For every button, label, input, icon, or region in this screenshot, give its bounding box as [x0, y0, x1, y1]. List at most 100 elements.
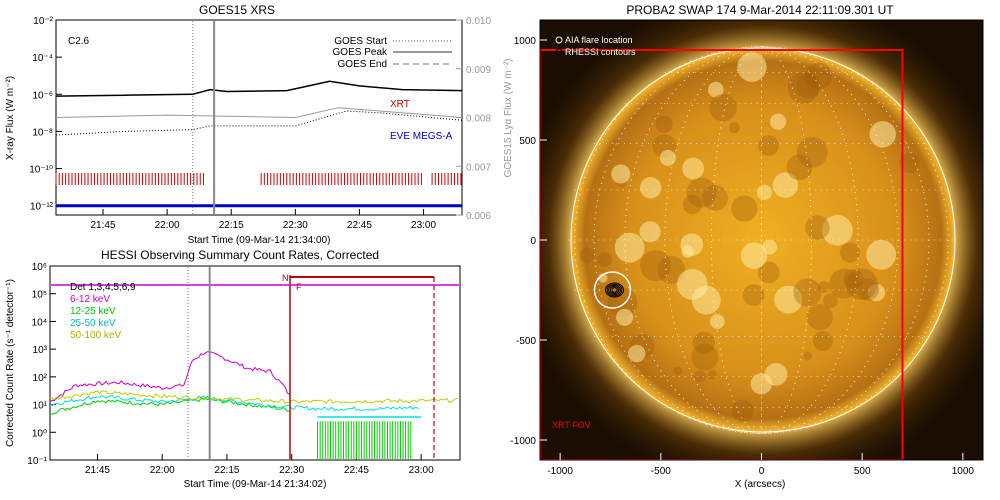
y-tick-label: 10⁰ — [32, 428, 47, 439]
texture-blob — [611, 164, 631, 184]
rhessi-contour — [608, 284, 621, 296]
aia-circle — [593, 271, 632, 309]
y-tick-label: 10⁻⁴ — [32, 53, 53, 64]
goes-title: GOES15 XRS — [199, 3, 275, 17]
texture-blob — [774, 285, 803, 314]
y-tick-label: 10⁻² — [33, 16, 53, 27]
flag-n: N — [282, 273, 289, 283]
texture-blob — [682, 194, 703, 215]
series-line — [49, 351, 290, 403]
legend-rhessi: RHESSI contours — [565, 47, 636, 57]
limb-circle — [570, 47, 956, 433]
texture-blob — [856, 278, 880, 301]
x-tick-label: 22:45 — [344, 465, 369, 476]
texture-blob — [793, 278, 822, 307]
texture-blob — [740, 242, 768, 269]
texture-blob — [805, 62, 832, 90]
hessi-x-axis: 21:45 22:00 22:15 22:30 22:45 23:00 — [85, 454, 434, 476]
legend-aia: AIA flare location — [565, 35, 633, 45]
xrt-annotation: XRT — [390, 99, 410, 110]
y-tick-label: 10³ — [33, 345, 48, 356]
y-tick-label: 10⁻¹ — [27, 456, 47, 467]
texture-blob — [659, 149, 676, 166]
texture-blob — [657, 255, 686, 284]
xrt-fov-label: XRT FOV — [552, 420, 591, 430]
texture-blob — [812, 331, 833, 351]
y2-tick-label: 0.006 — [466, 211, 491, 222]
swap-x-axis: -1000 -500 0 500 1000 — [547, 453, 974, 477]
texture-blob — [803, 351, 813, 361]
texture-blob — [707, 370, 717, 380]
x-tick-label: 21:45 — [85, 465, 110, 476]
y-tick-label: 10¹ — [33, 401, 48, 412]
y-tick-label: 10⁻¹⁰ — [29, 165, 53, 176]
goes-y-axis: 10⁻² 10⁻⁴ 10⁻⁶ 10⁻⁸ 10⁻¹⁰ 10⁻¹² — [29, 16, 62, 213]
texture-blob — [867, 283, 886, 302]
texture-blob — [673, 366, 683, 376]
texture-blob — [770, 113, 787, 130]
texture-blob — [742, 284, 765, 306]
x-tick-label: 22:30 — [283, 220, 308, 231]
texture-blob — [731, 399, 754, 422]
hessi-xlabel: Start Time (09-Mar-14 21:34:02) — [184, 479, 327, 490]
texture-blob — [843, 269, 864, 290]
texture-blob — [731, 195, 758, 222]
solar-texture — [579, 52, 920, 422]
texture-blob — [762, 239, 778, 255]
y-tick-label: -1000 — [510, 436, 536, 447]
texture-blob — [616, 308, 634, 326]
texture-blob — [787, 72, 820, 104]
texture-blob — [702, 184, 729, 211]
swap-y-axis: 1000 500 0 -500 -1000 — [510, 36, 547, 447]
x-tick-label: 23:00 — [409, 465, 434, 476]
longitude-line — [664, 46, 859, 434]
texture-blob — [639, 221, 661, 243]
series-line — [49, 396, 290, 415]
texture-blob — [676, 268, 708, 300]
rhessi-contour — [611, 287, 618, 293]
x-tick-label: 1000 — [952, 466, 975, 477]
texture-blob — [709, 94, 737, 122]
y-tick-label: 10⁻⁸ — [32, 127, 53, 138]
hessi-series — [49, 351, 458, 415]
y-tick-label: 10² — [33, 373, 48, 384]
legend-aia-marker — [555, 36, 563, 44]
x-tick-label: 22:30 — [279, 465, 304, 476]
goes-ylabel-right: GOES15 Lyα Flux (W m⁻²) — [503, 58, 514, 177]
goes-series — [55, 80, 463, 208]
texture-blob — [579, 247, 595, 263]
x-tick-label: 21:45 — [90, 220, 115, 231]
y2-tick-label: 0.009 — [466, 65, 491, 76]
x-tick-label: 22:00 — [155, 220, 180, 231]
texture-blob — [829, 268, 860, 299]
y-tick-label: 500 — [519, 136, 536, 147]
series-line — [55, 107, 463, 119]
texture-blob — [639, 177, 662, 199]
legend-25-50: 25-50 keV — [70, 318, 116, 329]
texture-blob — [614, 232, 645, 263]
x-tick-label: 22:15 — [219, 220, 244, 231]
hessi-plot-frame — [49, 265, 461, 461]
y2-tick-label: 0.008 — [466, 114, 491, 125]
legend-det: Det 1,3,4,5,6,9 — [70, 282, 136, 293]
legend-50-100: 50-100 keV — [70, 330, 121, 341]
y-tick-label: 10⁴ — [32, 317, 47, 328]
series-line — [55, 80, 463, 97]
longitude-line — [624, 46, 899, 434]
texture-blob — [692, 331, 715, 355]
texture-blob — [640, 250, 672, 282]
y2-tick-label: 0.007 — [466, 162, 491, 173]
rhessi-contour — [609, 286, 620, 294]
y-tick-label: 10⁵ — [32, 290, 47, 301]
goes-plot-frame — [55, 19, 463, 216]
goes-class-label: C2.6 — [68, 36, 90, 47]
texture-blob — [737, 52, 767, 82]
y-tick-label: 10⁻⁶ — [32, 90, 53, 101]
longitude-line — [593, 46, 930, 434]
hessi-gap-block — [317, 416, 422, 459]
texture-blob — [796, 136, 828, 168]
texture-blob — [628, 344, 646, 363]
x-tick-label: -500 — [651, 466, 671, 477]
swap-title: PROBA2 SWAP 174 9-Mar-2014 22:11:09.301 … — [626, 3, 894, 17]
texture-blob — [707, 81, 724, 98]
